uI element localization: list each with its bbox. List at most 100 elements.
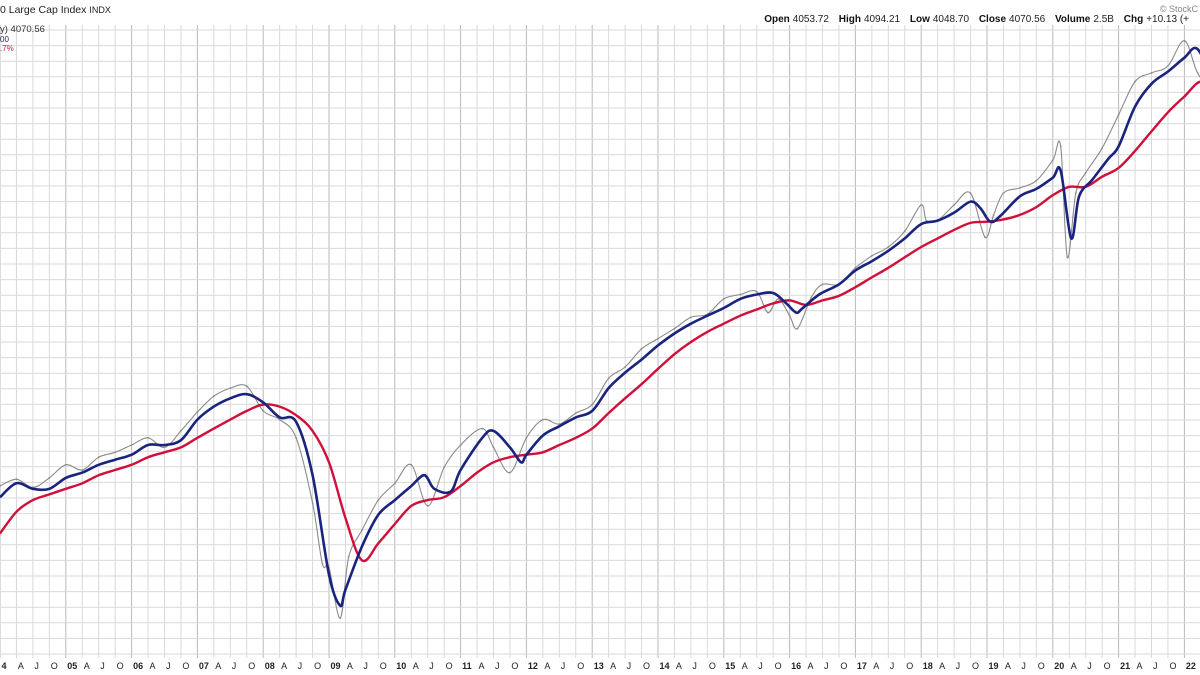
price-point [870,255,873,257]
x-tick-month: O [643,661,650,671]
x-tick-year: 14 [660,661,670,671]
price-point [1196,72,1199,74]
close-value: 4070.56 [1009,14,1046,25]
x-tick-month: A [281,661,287,671]
legend-ma-fast: 00 [0,35,9,44]
x-tick-month: A [18,661,24,671]
x-tick-month: O [709,661,716,671]
price-point [48,477,51,479]
price-point [525,436,528,439]
price-point [81,469,84,471]
price-point [1117,113,1120,116]
x-tick-month: J [890,661,895,671]
price-point [854,266,857,269]
price-line [0,40,1200,619]
price-point [640,348,643,350]
x-tick-month: O [380,661,387,671]
exchange-tag: INDX [89,5,111,15]
price-point [196,411,199,413]
price-point [969,192,972,195]
x-tick-year: 17 [857,661,867,671]
x-tick-month: J [956,661,961,671]
series-layer [0,39,1200,619]
ohlc-bar: Open 4053.72 High 4094.21 Low 4048.70 Close… [764,14,1196,25]
volume-value: 2.5B [1093,14,1114,25]
x-tick-month: A [1005,661,1011,671]
x-tick-year: 20 [1054,661,1064,671]
price-point [607,377,610,380]
price-point [147,436,149,439]
price-point [311,502,314,504]
x-tick-year: 09 [331,661,341,671]
price-point [212,395,215,398]
price-point [903,230,906,233]
x-tick-month: J [1153,661,1158,671]
price-point [163,446,166,449]
price-point [1074,192,1077,195]
x-tick-month: A [676,661,682,671]
price-point [1059,145,1062,148]
price-point [1167,65,1169,67]
price-point [722,298,725,300]
price-point [777,298,780,300]
price-point [992,214,995,216]
price-point [591,403,594,406]
price-point [229,387,232,389]
price-point [295,436,297,439]
price-point [624,366,626,368]
x-tick-month: O [1104,661,1111,671]
x-tick-month: J [34,661,39,671]
price-point [278,418,281,421]
x-tick-year: 4 [2,661,7,671]
chg-label: Chg [1123,14,1144,25]
price-point [97,456,100,459]
x-tick-year: 08 [265,661,275,671]
x-tick-month: A [544,661,550,671]
price-point [887,246,890,248]
x-tick-month: J [100,661,105,671]
x-tick-month: A [873,661,879,671]
x-tick-month: A [479,661,485,671]
x-tick-year: 16 [791,661,801,671]
price-point [180,430,182,432]
price-point [1101,147,1103,150]
x-tick-month: A [808,661,814,671]
x-tick-month: J [561,661,566,671]
price-point [245,385,248,388]
price-point [1150,72,1153,74]
x-tick-month: O [775,661,782,671]
chg-value: +10.13 (+ [1146,14,1189,25]
price-point [821,283,824,286]
price-point [114,451,116,454]
price-point [410,463,413,466]
chart-title: 0 Large Cap Index INDX [0,4,111,16]
price-point [542,418,544,421]
x-tick-month: A [215,661,221,671]
x-tick-year: 06 [133,661,143,671]
price-point [481,427,484,430]
price-point [0,485,1,487]
price-point [15,478,18,481]
series-price [0,39,1200,619]
x-tick-month: O [840,661,847,671]
x-tick-month: J [824,661,829,671]
x-tick-year: 15 [725,661,735,671]
price-point [1051,159,1054,162]
series-ma-fast [0,46,1200,608]
x-tick-month: J [429,661,434,671]
price-point [953,204,955,206]
low-value: 4048.70 [932,14,970,25]
x-tick-month: O [51,661,58,671]
x-tick-month: J [627,661,632,671]
x-tick-month: O [117,661,124,671]
price-point [574,412,577,414]
x-tick-month: O [906,661,913,671]
price-point [64,463,67,466]
open-label: Open [764,14,790,25]
price-point [984,236,986,239]
x-axis: 4 A J O 05 A J O 06 A J O 07 A J O 08 A J O 09 A J O 10 A J O 11 A J O 1… [2,661,1196,671]
x-tick-month: A [610,661,616,671]
price-point [1084,171,1087,174]
price-point [920,204,923,206]
chart-grid [0,25,1200,658]
